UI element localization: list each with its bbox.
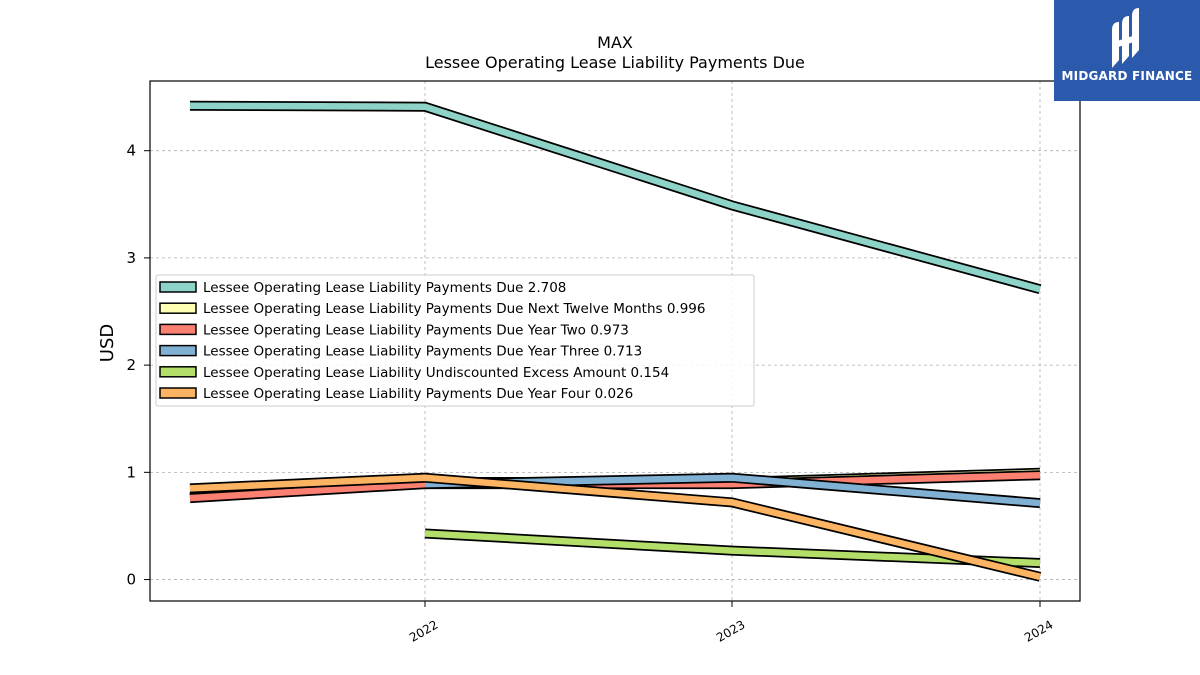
series-line	[189, 102, 1041, 293]
series-lines	[189, 100, 1042, 582]
legend-swatch	[159, 281, 197, 293]
series-line	[424, 530, 1041, 567]
legend-box	[155, 274, 755, 407]
y-tick-label: 2	[126, 356, 136, 374]
legend-entry: Lessee Operating Lease Liability Payment…	[203, 322, 629, 338]
chart-title: MAX	[597, 33, 633, 52]
legend-entry: Lessee Operating Lease Liability Payment…	[203, 280, 566, 296]
midgard-finance-logo: MIDGARD FINANCE	[1054, 0, 1200, 101]
series-line-outline	[189, 100, 1042, 295]
legend-swatch	[159, 344, 197, 357]
legend: Lessee Operating Lease Liability Payment…	[155, 274, 755, 407]
legend-entry: Lessee Operating Lease Liability Undisco…	[203, 365, 669, 381]
x-tick-label: 2024	[1022, 617, 1055, 644]
series-line	[189, 474, 1041, 580]
midgard-logo-icon	[1112, 8, 1139, 68]
legend-entry: Lessee Operating Lease Liability Payment…	[203, 386, 633, 402]
legend-entry: Lessee Operating Lease Liability Payment…	[203, 344, 642, 360]
legend-entry: Lessee Operating Lease Liability Payment…	[203, 301, 705, 317]
logo-text: MIDGARD FINANCE	[1061, 69, 1193, 83]
legend-swatch	[159, 302, 197, 314]
y-tick-label: 1	[126, 463, 136, 481]
y-tick-label: 3	[126, 249, 136, 267]
plot-area-frame	[149, 80, 1081, 602]
y-axis-label: USD	[97, 324, 118, 362]
chart-subtitle: Lessee Operating Lease Liability Payment…	[425, 53, 805, 72]
y-tick-label: 4	[126, 142, 136, 160]
legend-swatch	[159, 323, 197, 336]
legend-swatch	[159, 366, 197, 378]
y-tick-label: 0	[126, 571, 136, 589]
legend-swatch	[159, 387, 197, 399]
x-tick-label: 2023	[714, 617, 747, 644]
x-tick-label: 2022	[407, 617, 440, 644]
